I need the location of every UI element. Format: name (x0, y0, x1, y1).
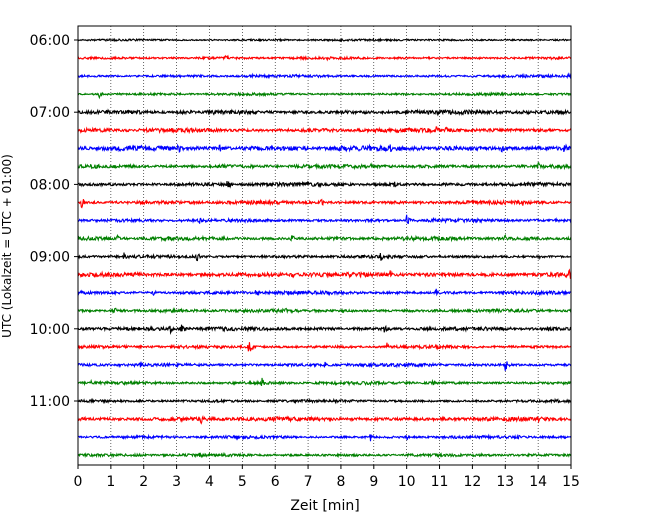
x-tick-label: 13 (496, 474, 514, 490)
y-tick-label: 08:00 (30, 177, 70, 193)
x-tick-label: 11 (431, 474, 449, 490)
x-axis: 0 1 2 3 4 5 6 7 8 9 10 11 12 13 14 15 (74, 465, 580, 490)
seismic-trace (78, 268, 571, 279)
x-axis-label: Zeit [min] (290, 498, 359, 514)
y-tick-label: 06:00 (30, 33, 70, 49)
y-tick-label: 11:00 (30, 394, 70, 410)
seismic-trace (78, 91, 571, 100)
seismic-trace (78, 233, 571, 243)
traces (78, 37, 571, 459)
x-tick-label: 2 (139, 474, 148, 490)
seismic-trace (78, 54, 571, 62)
x-tick-label: 0 (74, 474, 83, 490)
y-tick-label: 07:00 (30, 105, 70, 121)
x-tick-label: 5 (238, 474, 247, 490)
x-tick-label: 15 (562, 474, 580, 490)
seismic-trace (78, 162, 571, 171)
seismic-trace (78, 288, 571, 297)
y-tick-label: 10:00 (30, 322, 70, 338)
seismic-trace (78, 342, 571, 352)
seismic-trace (78, 397, 571, 405)
seismic-trace (78, 108, 571, 117)
plot-frame (77, 25, 572, 466)
seismic-trace (78, 126, 571, 135)
x-tick-label: 9 (369, 474, 378, 490)
grid (110, 26, 539, 465)
seismic-trace (78, 415, 571, 425)
x-tick-label: 1 (106, 474, 115, 490)
x-tick-label: 10 (398, 474, 416, 490)
seismic-trace (78, 252, 571, 262)
seismic-trace (78, 180, 571, 189)
seismic-trace (78, 143, 571, 153)
y-tick-label: 09:00 (30, 250, 70, 266)
seismic-trace (78, 37, 571, 43)
x-tick-label: 12 (463, 474, 481, 490)
seismic-trace (78, 214, 571, 225)
seismic-trace (78, 198, 571, 209)
x-tick-label: 14 (529, 474, 547, 490)
x-tick-label: 7 (304, 474, 313, 490)
y-axis-label: UTC (Lokalzeit = UTC + 01:00) (0, 154, 14, 338)
plot-area (77, 25, 572, 466)
seismic-trace (78, 377, 571, 387)
seismic-trace (78, 433, 571, 442)
x-tick-label: 3 (172, 474, 181, 490)
x-tick-label: 6 (271, 474, 280, 490)
seismic-trace (78, 324, 571, 335)
y-axis: 06:00 07:00 08:00 09:00 10:00 11:00 (30, 33, 78, 410)
seismic-trace (78, 361, 571, 371)
seismic-trace (78, 72, 571, 80)
seismic-trace (78, 307, 571, 315)
x-tick-label: 8 (336, 474, 345, 490)
x-tick-label: 4 (205, 474, 214, 490)
seismic-trace (78, 451, 571, 459)
